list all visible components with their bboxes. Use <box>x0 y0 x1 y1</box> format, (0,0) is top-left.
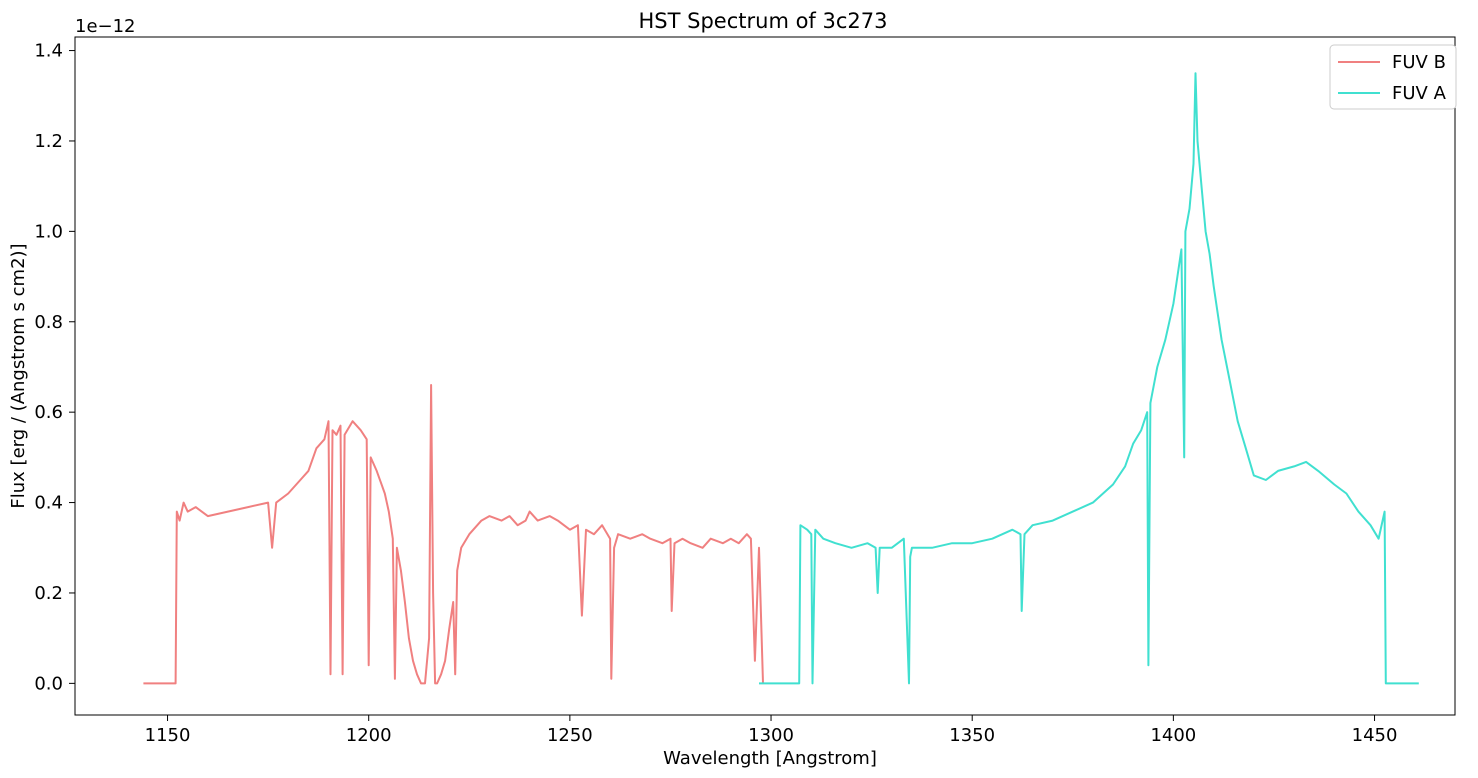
y-tick-label: 0.6 <box>34 402 63 423</box>
legend: FUV B FUV A <box>1329 44 1457 110</box>
x-tick-label: 1450 <box>1352 725 1398 746</box>
x-axis-label: Wavelength [Angstrom] <box>663 748 877 769</box>
y-tick-label: 1.4 <box>34 41 63 62</box>
x-tick-label: 1400 <box>1150 725 1196 746</box>
series-layer <box>143 72 1419 685</box>
axes-frame <box>74 36 1456 716</box>
series-line-fuv-b <box>143 384 764 685</box>
x-tick-label: 1150 <box>145 725 191 746</box>
y-axis-offset-label: 1e−12 <box>75 16 136 37</box>
x-tick-label: 1200 <box>346 725 392 746</box>
chart-title: HST Spectrum of 3c273 <box>639 9 888 33</box>
y-tick-label: 1.2 <box>34 131 63 152</box>
y-tick-label: 0.4 <box>34 493 63 514</box>
x-tick-label: 1250 <box>547 725 593 746</box>
y-tick-label: 0.2 <box>34 583 63 604</box>
series-line-fuv-a <box>759 72 1419 685</box>
x-tick-label: 1300 <box>748 725 794 746</box>
x-tick-label: 1350 <box>949 725 995 746</box>
y-axis-ticks: 0.0 0.2 0.4 0.6 0.8 1.0 1.2 1.4 <box>34 41 75 694</box>
y-tick-label: 0.8 <box>34 312 63 333</box>
y-axis-label: Flux [erg / (Angstrom s cm2)] <box>8 243 29 508</box>
y-tick-label: 1.0 <box>34 221 63 242</box>
x-axis-ticks: 1150 1200 1250 1300 1350 1400 1450 <box>145 715 1398 746</box>
plot-area <box>143 72 1419 685</box>
legend-label-fuv-b: FUV B <box>1392 52 1446 73</box>
legend-label-fuv-a: FUV A <box>1392 83 1447 104</box>
y-tick-label: 0.0 <box>34 673 63 694</box>
